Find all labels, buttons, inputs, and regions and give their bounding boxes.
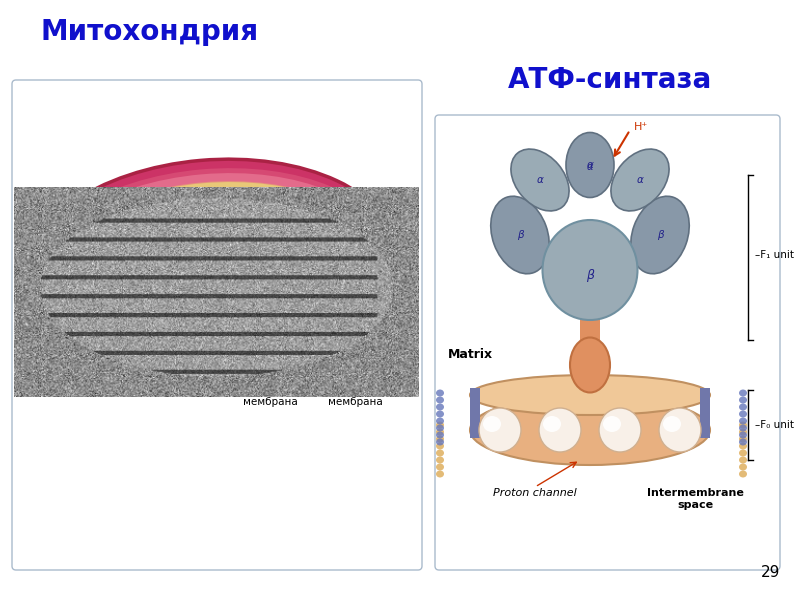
Text: β: β <box>657 230 663 240</box>
Ellipse shape <box>490 196 550 274</box>
Ellipse shape <box>739 389 747 397</box>
Ellipse shape <box>739 443 747 449</box>
FancyBboxPatch shape <box>242 220 270 275</box>
FancyBboxPatch shape <box>291 220 319 275</box>
Ellipse shape <box>570 337 610 392</box>
Text: Внутренняя
мембрана: Внутренняя мембрана <box>237 385 303 407</box>
Ellipse shape <box>739 470 747 478</box>
FancyBboxPatch shape <box>138 188 180 277</box>
Ellipse shape <box>566 133 614 197</box>
Ellipse shape <box>630 196 690 274</box>
Ellipse shape <box>436 397 444 403</box>
Text: α: α <box>637 175 643 185</box>
Ellipse shape <box>470 395 710 465</box>
FancyBboxPatch shape <box>235 213 277 282</box>
Text: α: α <box>586 160 594 170</box>
FancyBboxPatch shape <box>186 213 228 282</box>
Text: Matrix: Matrix <box>448 349 493 361</box>
Ellipse shape <box>436 463 444 470</box>
Text: Внешняя
мембрана: Внешняя мембрана <box>328 385 382 407</box>
Ellipse shape <box>739 439 747 445</box>
Ellipse shape <box>659 408 701 452</box>
FancyBboxPatch shape <box>12 80 422 570</box>
Text: β: β <box>586 269 594 281</box>
Ellipse shape <box>539 408 581 452</box>
Ellipse shape <box>739 403 747 410</box>
FancyBboxPatch shape <box>470 388 480 438</box>
Ellipse shape <box>739 457 747 463</box>
Ellipse shape <box>611 149 669 211</box>
FancyBboxPatch shape <box>97 200 125 270</box>
Text: β: β <box>517 230 523 240</box>
Ellipse shape <box>33 173 387 367</box>
FancyBboxPatch shape <box>193 220 221 275</box>
Ellipse shape <box>436 425 444 431</box>
Ellipse shape <box>470 375 710 415</box>
Ellipse shape <box>739 431 747 439</box>
Ellipse shape <box>436 449 444 457</box>
Ellipse shape <box>542 220 638 320</box>
FancyBboxPatch shape <box>580 310 600 370</box>
Ellipse shape <box>436 457 444 463</box>
FancyBboxPatch shape <box>435 115 780 570</box>
Text: α: α <box>587 162 593 172</box>
Text: H⁺: H⁺ <box>634 122 648 132</box>
Text: Proton channel: Proton channel <box>493 488 577 498</box>
Text: Митохондрия: Митохондрия <box>41 18 259 46</box>
Ellipse shape <box>436 428 444 436</box>
Ellipse shape <box>42 181 378 359</box>
Ellipse shape <box>436 418 444 425</box>
Ellipse shape <box>739 421 747 428</box>
Text: Матрикс: Матрикс <box>160 385 210 395</box>
Ellipse shape <box>436 470 444 478</box>
Ellipse shape <box>739 463 747 470</box>
FancyBboxPatch shape <box>179 239 301 276</box>
Ellipse shape <box>436 443 444 449</box>
Ellipse shape <box>479 408 521 452</box>
Ellipse shape <box>543 416 561 432</box>
Text: Intermembrane
space: Intermembrane space <box>646 488 743 509</box>
Ellipse shape <box>739 397 747 403</box>
Ellipse shape <box>739 449 747 457</box>
Ellipse shape <box>436 410 444 418</box>
Ellipse shape <box>483 416 501 432</box>
Ellipse shape <box>436 436 444 443</box>
Ellipse shape <box>436 403 444 410</box>
Ellipse shape <box>599 408 641 452</box>
Text: –F₀ unit: –F₀ unit <box>755 420 794 430</box>
FancyBboxPatch shape <box>145 195 173 270</box>
Ellipse shape <box>436 431 444 439</box>
Ellipse shape <box>511 149 569 211</box>
FancyBboxPatch shape <box>90 193 132 277</box>
Ellipse shape <box>436 421 444 428</box>
Ellipse shape <box>739 410 747 418</box>
Ellipse shape <box>739 436 747 443</box>
Ellipse shape <box>739 418 747 425</box>
FancyBboxPatch shape <box>284 213 326 282</box>
FancyBboxPatch shape <box>173 233 307 282</box>
Text: α: α <box>537 175 543 185</box>
Ellipse shape <box>21 159 399 381</box>
Text: Криста: Криста <box>57 385 99 395</box>
Ellipse shape <box>436 389 444 397</box>
FancyBboxPatch shape <box>700 388 710 438</box>
Text: АТФ-синтаза: АТФ-синтаза <box>508 66 712 94</box>
Text: 29: 29 <box>761 565 780 580</box>
Text: –F₁ unit: –F₁ unit <box>755 250 794 260</box>
Ellipse shape <box>663 416 681 432</box>
Ellipse shape <box>739 425 747 431</box>
Ellipse shape <box>436 439 444 445</box>
Ellipse shape <box>739 428 747 436</box>
Ellipse shape <box>603 416 621 432</box>
